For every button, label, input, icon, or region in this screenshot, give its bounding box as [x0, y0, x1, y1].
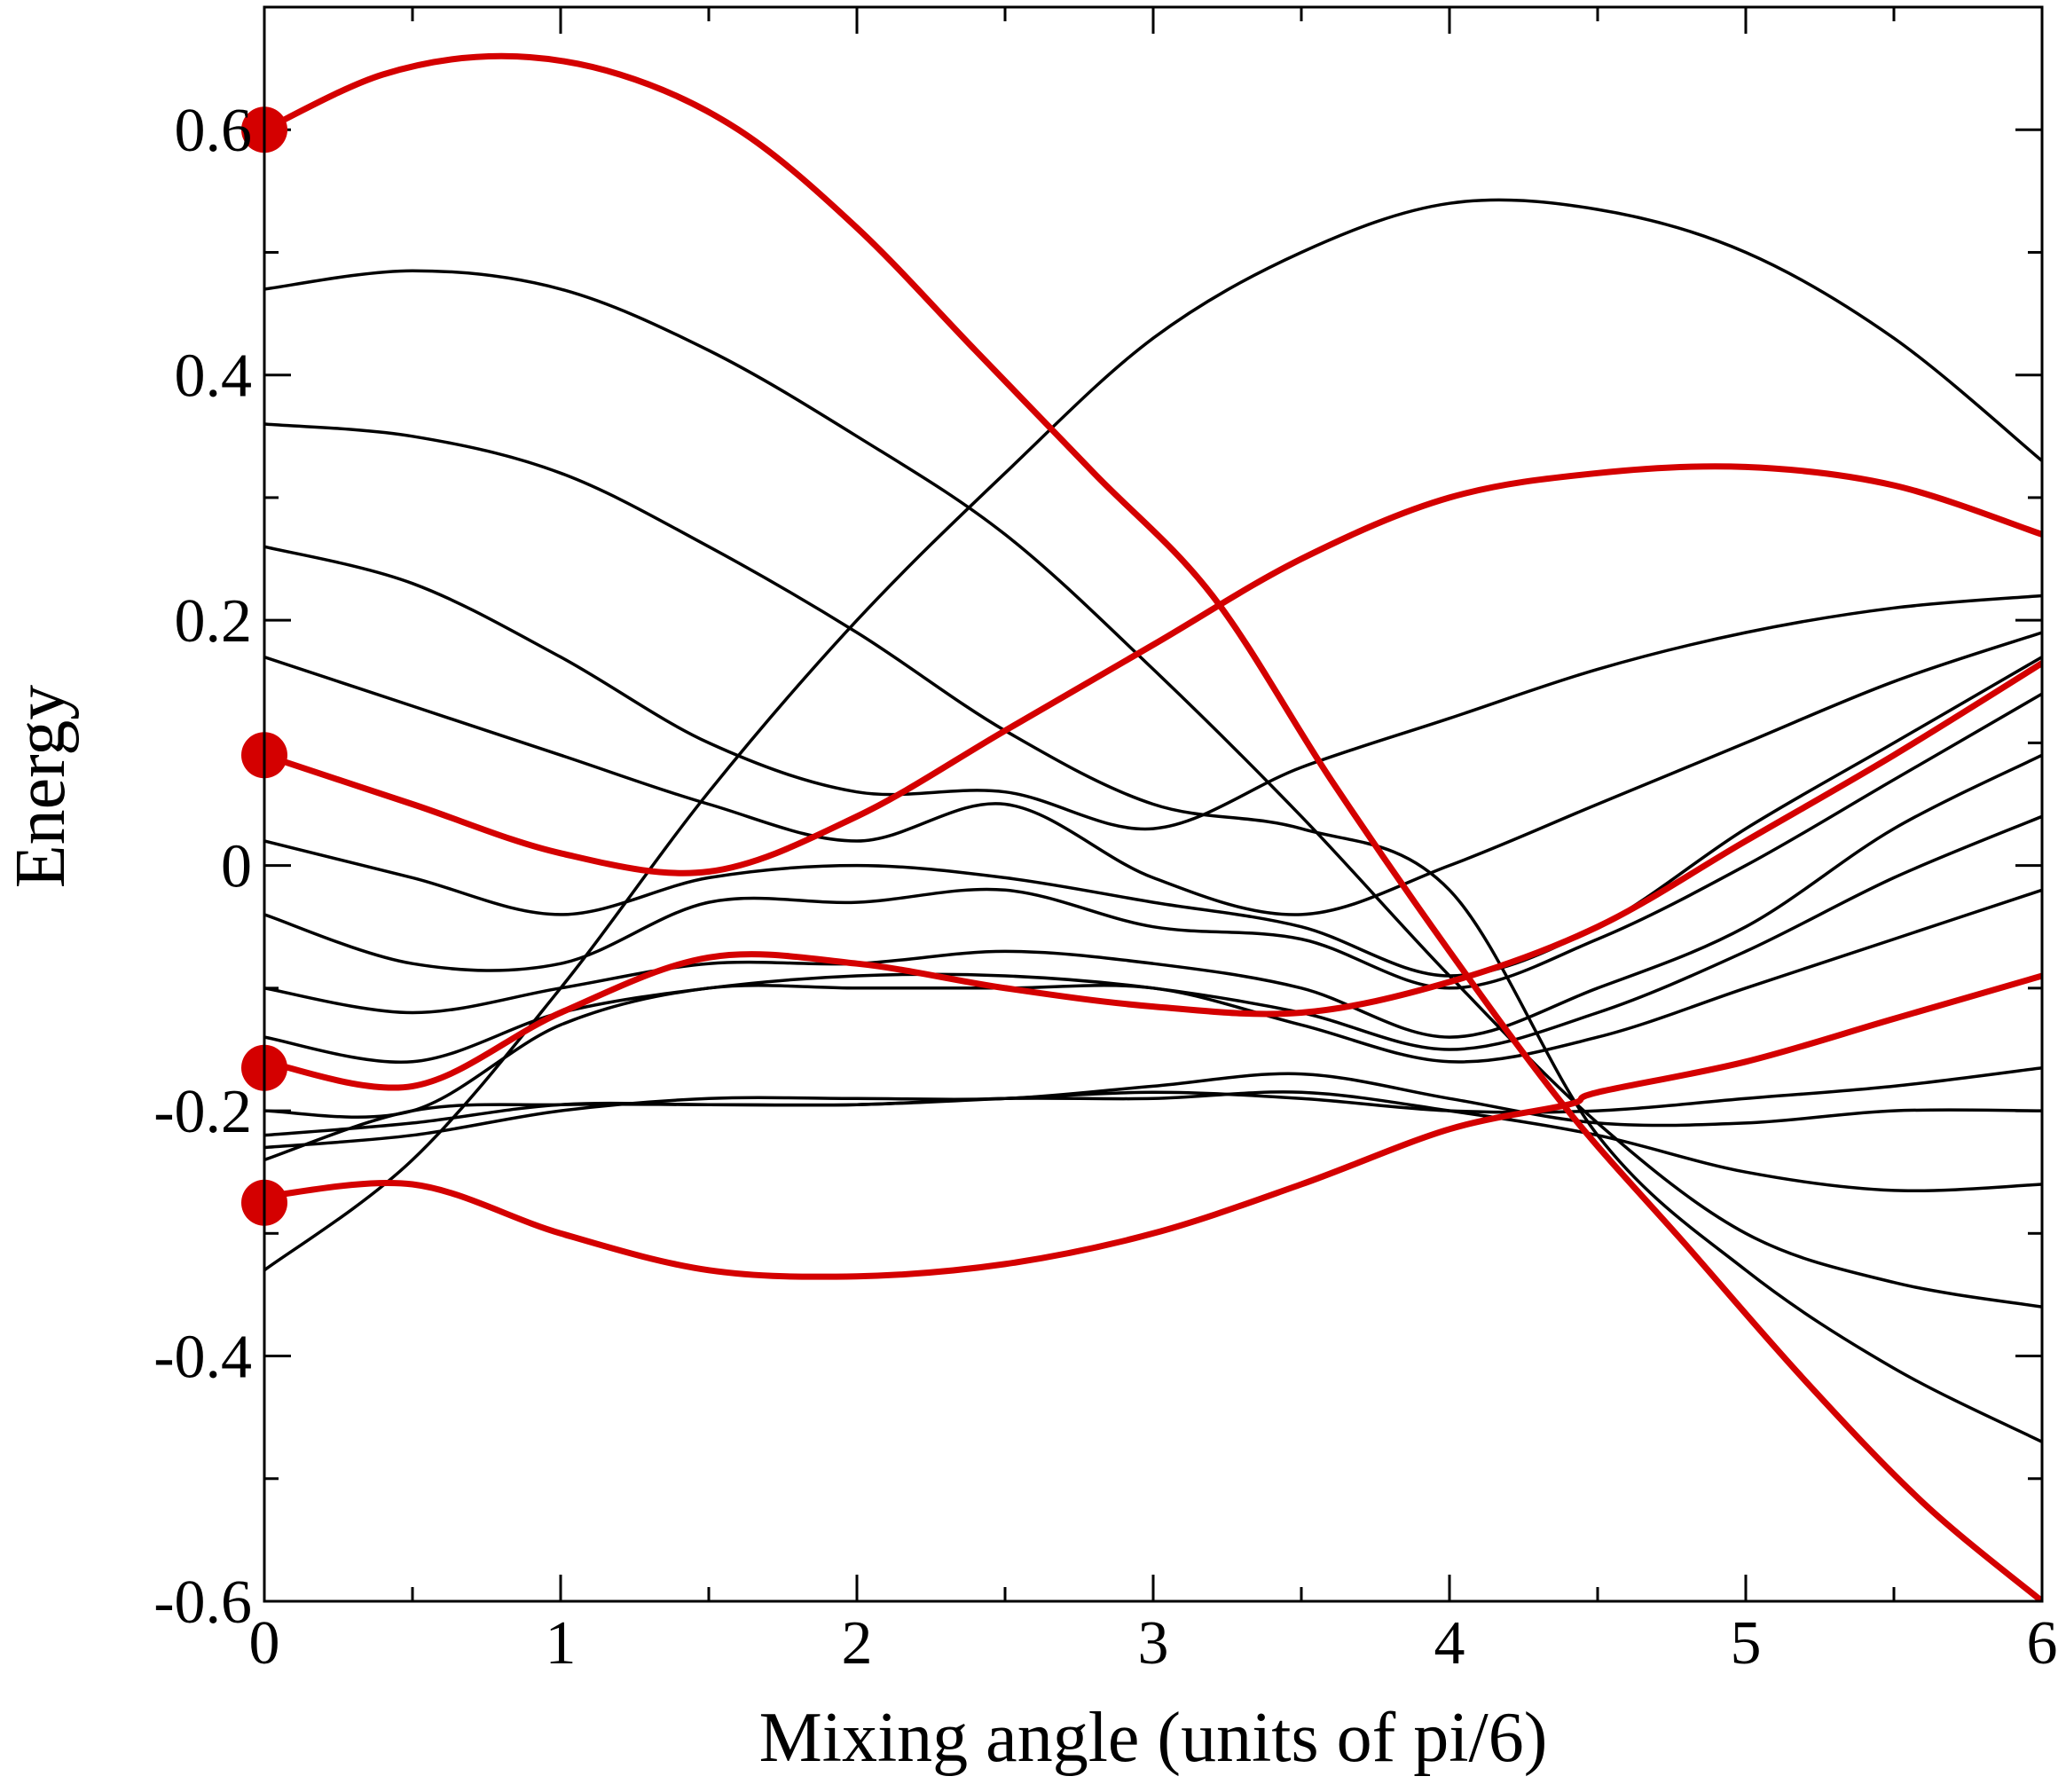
- y-tick-label: 0.2: [175, 587, 253, 656]
- x-tick-labels: 0 1 2 3 4 5 6: [249, 1609, 2058, 1678]
- y-tick-label: 0: [221, 833, 252, 901]
- series-line-black-7: [264, 692, 2042, 990]
- y-tick-label: -0.2: [153, 1078, 252, 1146]
- series-line-black-10: [264, 888, 2042, 1119]
- series-line-black-4: [264, 545, 2042, 831]
- y-tick-label: -0.4: [153, 1324, 252, 1392]
- x-tick-label: 0: [249, 1609, 280, 1678]
- series-line-red-2: [264, 463, 2042, 876]
- x-tick-label: 5: [1731, 1609, 1762, 1678]
- series-line-black-12: [264, 1072, 2042, 1150]
- series-line-black-3: [264, 198, 2042, 1272]
- x-tick-label: 3: [1138, 1609, 1169, 1678]
- x-axis-label: Mixing angle (units of pi/6): [759, 1699, 1548, 1777]
- x-tick-label: 2: [842, 1609, 873, 1678]
- series-line-red-4: [264, 972, 2042, 1280]
- series-line-black-1: [264, 269, 2042, 1309]
- y-tick-labels: -0.6 -0.4 -0.2 0 0.2 0.4 0.6: [153, 97, 252, 1637]
- series-line-black-11: [264, 1065, 2042, 1137]
- series-line-red-1: [264, 52, 2042, 1601]
- plot-frame: [263, 5, 2044, 1603]
- x-tick-label: 6: [2027, 1609, 2058, 1678]
- x-tick-label: 4: [1434, 1609, 1465, 1678]
- series-line-black-5: [264, 631, 2042, 916]
- series-line-black-8: [264, 753, 2042, 1039]
- series-line-black-2: [264, 422, 2042, 1443]
- highlighted-series-group: [264, 52, 2042, 1601]
- series-line-black-13: [264, 1090, 2042, 1193]
- y-axis-label: Energy: [2, 685, 80, 889]
- x-tick-label: 1: [546, 1609, 577, 1678]
- y-tick-label: 0.4: [175, 342, 253, 411]
- series-line-red-3: [264, 660, 2042, 1091]
- series-line-black-6: [264, 656, 2042, 978]
- y-tick-label: -0.6: [153, 1568, 252, 1637]
- y-tick-label: 0.6: [175, 97, 253, 165]
